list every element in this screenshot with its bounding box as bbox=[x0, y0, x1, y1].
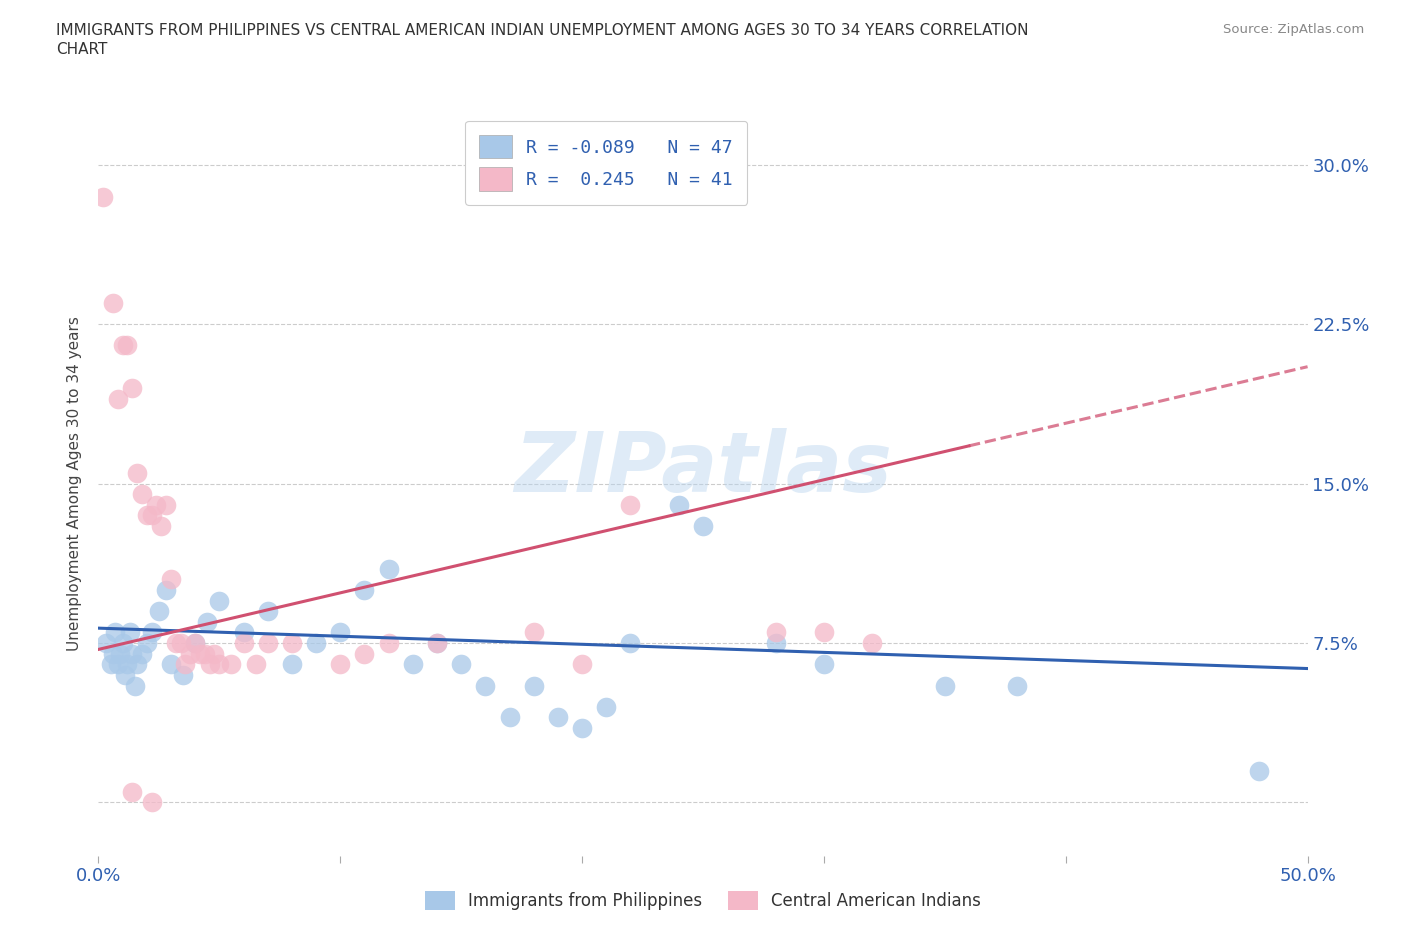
Point bbox=[188, 646, 211, 661]
Point bbox=[692, 519, 714, 534]
Point bbox=[108, 646, 131, 661]
Point bbox=[141, 625, 163, 640]
Point bbox=[100, 657, 122, 671]
Point bbox=[571, 657, 593, 671]
Point bbox=[91, 189, 114, 204]
Point bbox=[245, 657, 267, 671]
Point bbox=[498, 710, 520, 724]
Point bbox=[135, 635, 157, 650]
Point bbox=[131, 486, 153, 501]
Point bbox=[121, 380, 143, 395]
Point bbox=[281, 657, 304, 671]
Point bbox=[208, 593, 231, 608]
Point bbox=[377, 561, 399, 576]
Point bbox=[860, 635, 883, 650]
Point bbox=[124, 678, 146, 693]
Point bbox=[135, 508, 157, 523]
Point bbox=[426, 635, 449, 650]
Point bbox=[131, 646, 153, 661]
Point bbox=[179, 646, 201, 661]
Point bbox=[148, 604, 170, 618]
Point bbox=[165, 635, 187, 650]
Point bbox=[450, 657, 472, 671]
Legend: Immigrants from Philippines, Central American Indians: Immigrants from Philippines, Central Ame… bbox=[419, 884, 987, 917]
Point bbox=[813, 657, 835, 671]
Point bbox=[305, 635, 328, 650]
Legend: R = -0.089   N = 47, R =  0.245   N = 41: R = -0.089 N = 47, R = 0.245 N = 41 bbox=[465, 121, 748, 205]
Point bbox=[547, 710, 569, 724]
Point bbox=[141, 795, 163, 810]
Point bbox=[204, 646, 226, 661]
Point bbox=[195, 615, 218, 630]
Point bbox=[474, 678, 496, 693]
Point bbox=[256, 604, 278, 618]
Point bbox=[256, 635, 278, 650]
Point bbox=[117, 657, 139, 671]
Point bbox=[221, 657, 243, 671]
Point bbox=[172, 668, 194, 683]
Point bbox=[121, 784, 143, 799]
Point bbox=[118, 625, 141, 640]
Point bbox=[150, 519, 173, 534]
Point bbox=[619, 498, 641, 512]
Point bbox=[155, 582, 177, 597]
Point bbox=[232, 635, 254, 650]
Point bbox=[160, 657, 183, 671]
Point bbox=[281, 635, 304, 650]
Point bbox=[184, 635, 207, 650]
Point bbox=[329, 657, 352, 671]
Point bbox=[208, 657, 231, 671]
Point bbox=[101, 296, 124, 311]
Point bbox=[111, 338, 134, 352]
Point bbox=[145, 498, 167, 512]
Point bbox=[377, 635, 399, 650]
Point bbox=[107, 392, 129, 406]
Point bbox=[104, 625, 127, 640]
Point bbox=[765, 625, 787, 640]
Text: CHART: CHART bbox=[56, 42, 108, 57]
Point bbox=[595, 699, 617, 714]
Point bbox=[141, 508, 163, 523]
Point bbox=[571, 721, 593, 736]
Point bbox=[101, 646, 124, 661]
Point bbox=[668, 498, 690, 512]
Point bbox=[117, 338, 139, 352]
Point bbox=[114, 668, 136, 683]
Point bbox=[127, 657, 149, 671]
Point bbox=[121, 646, 143, 661]
Text: ZIPatlas: ZIPatlas bbox=[515, 428, 891, 510]
Point bbox=[184, 635, 207, 650]
Point bbox=[127, 466, 149, 481]
Point bbox=[353, 646, 375, 661]
Point bbox=[523, 625, 546, 640]
Point bbox=[426, 635, 449, 650]
Y-axis label: Unemployment Among Ages 30 to 34 years: Unemployment Among Ages 30 to 34 years bbox=[67, 316, 83, 651]
Point bbox=[107, 657, 129, 671]
Point bbox=[155, 498, 177, 512]
Point bbox=[232, 625, 254, 640]
Point bbox=[198, 657, 221, 671]
Point bbox=[160, 572, 183, 587]
Point bbox=[765, 635, 787, 650]
Point bbox=[111, 635, 134, 650]
Point bbox=[619, 635, 641, 650]
Point bbox=[813, 625, 835, 640]
Point bbox=[353, 582, 375, 597]
Point bbox=[174, 657, 197, 671]
Point bbox=[1007, 678, 1029, 693]
Text: Source: ZipAtlas.com: Source: ZipAtlas.com bbox=[1223, 23, 1364, 36]
Point bbox=[934, 678, 956, 693]
Point bbox=[169, 635, 191, 650]
Point bbox=[402, 657, 425, 671]
Point bbox=[94, 635, 117, 650]
Text: IMMIGRANTS FROM PHILIPPINES VS CENTRAL AMERICAN INDIAN UNEMPLOYMENT AMONG AGES 3: IMMIGRANTS FROM PHILIPPINES VS CENTRAL A… bbox=[56, 23, 1029, 38]
Point bbox=[194, 646, 217, 661]
Point bbox=[329, 625, 352, 640]
Point bbox=[1249, 764, 1271, 778]
Point bbox=[523, 678, 546, 693]
